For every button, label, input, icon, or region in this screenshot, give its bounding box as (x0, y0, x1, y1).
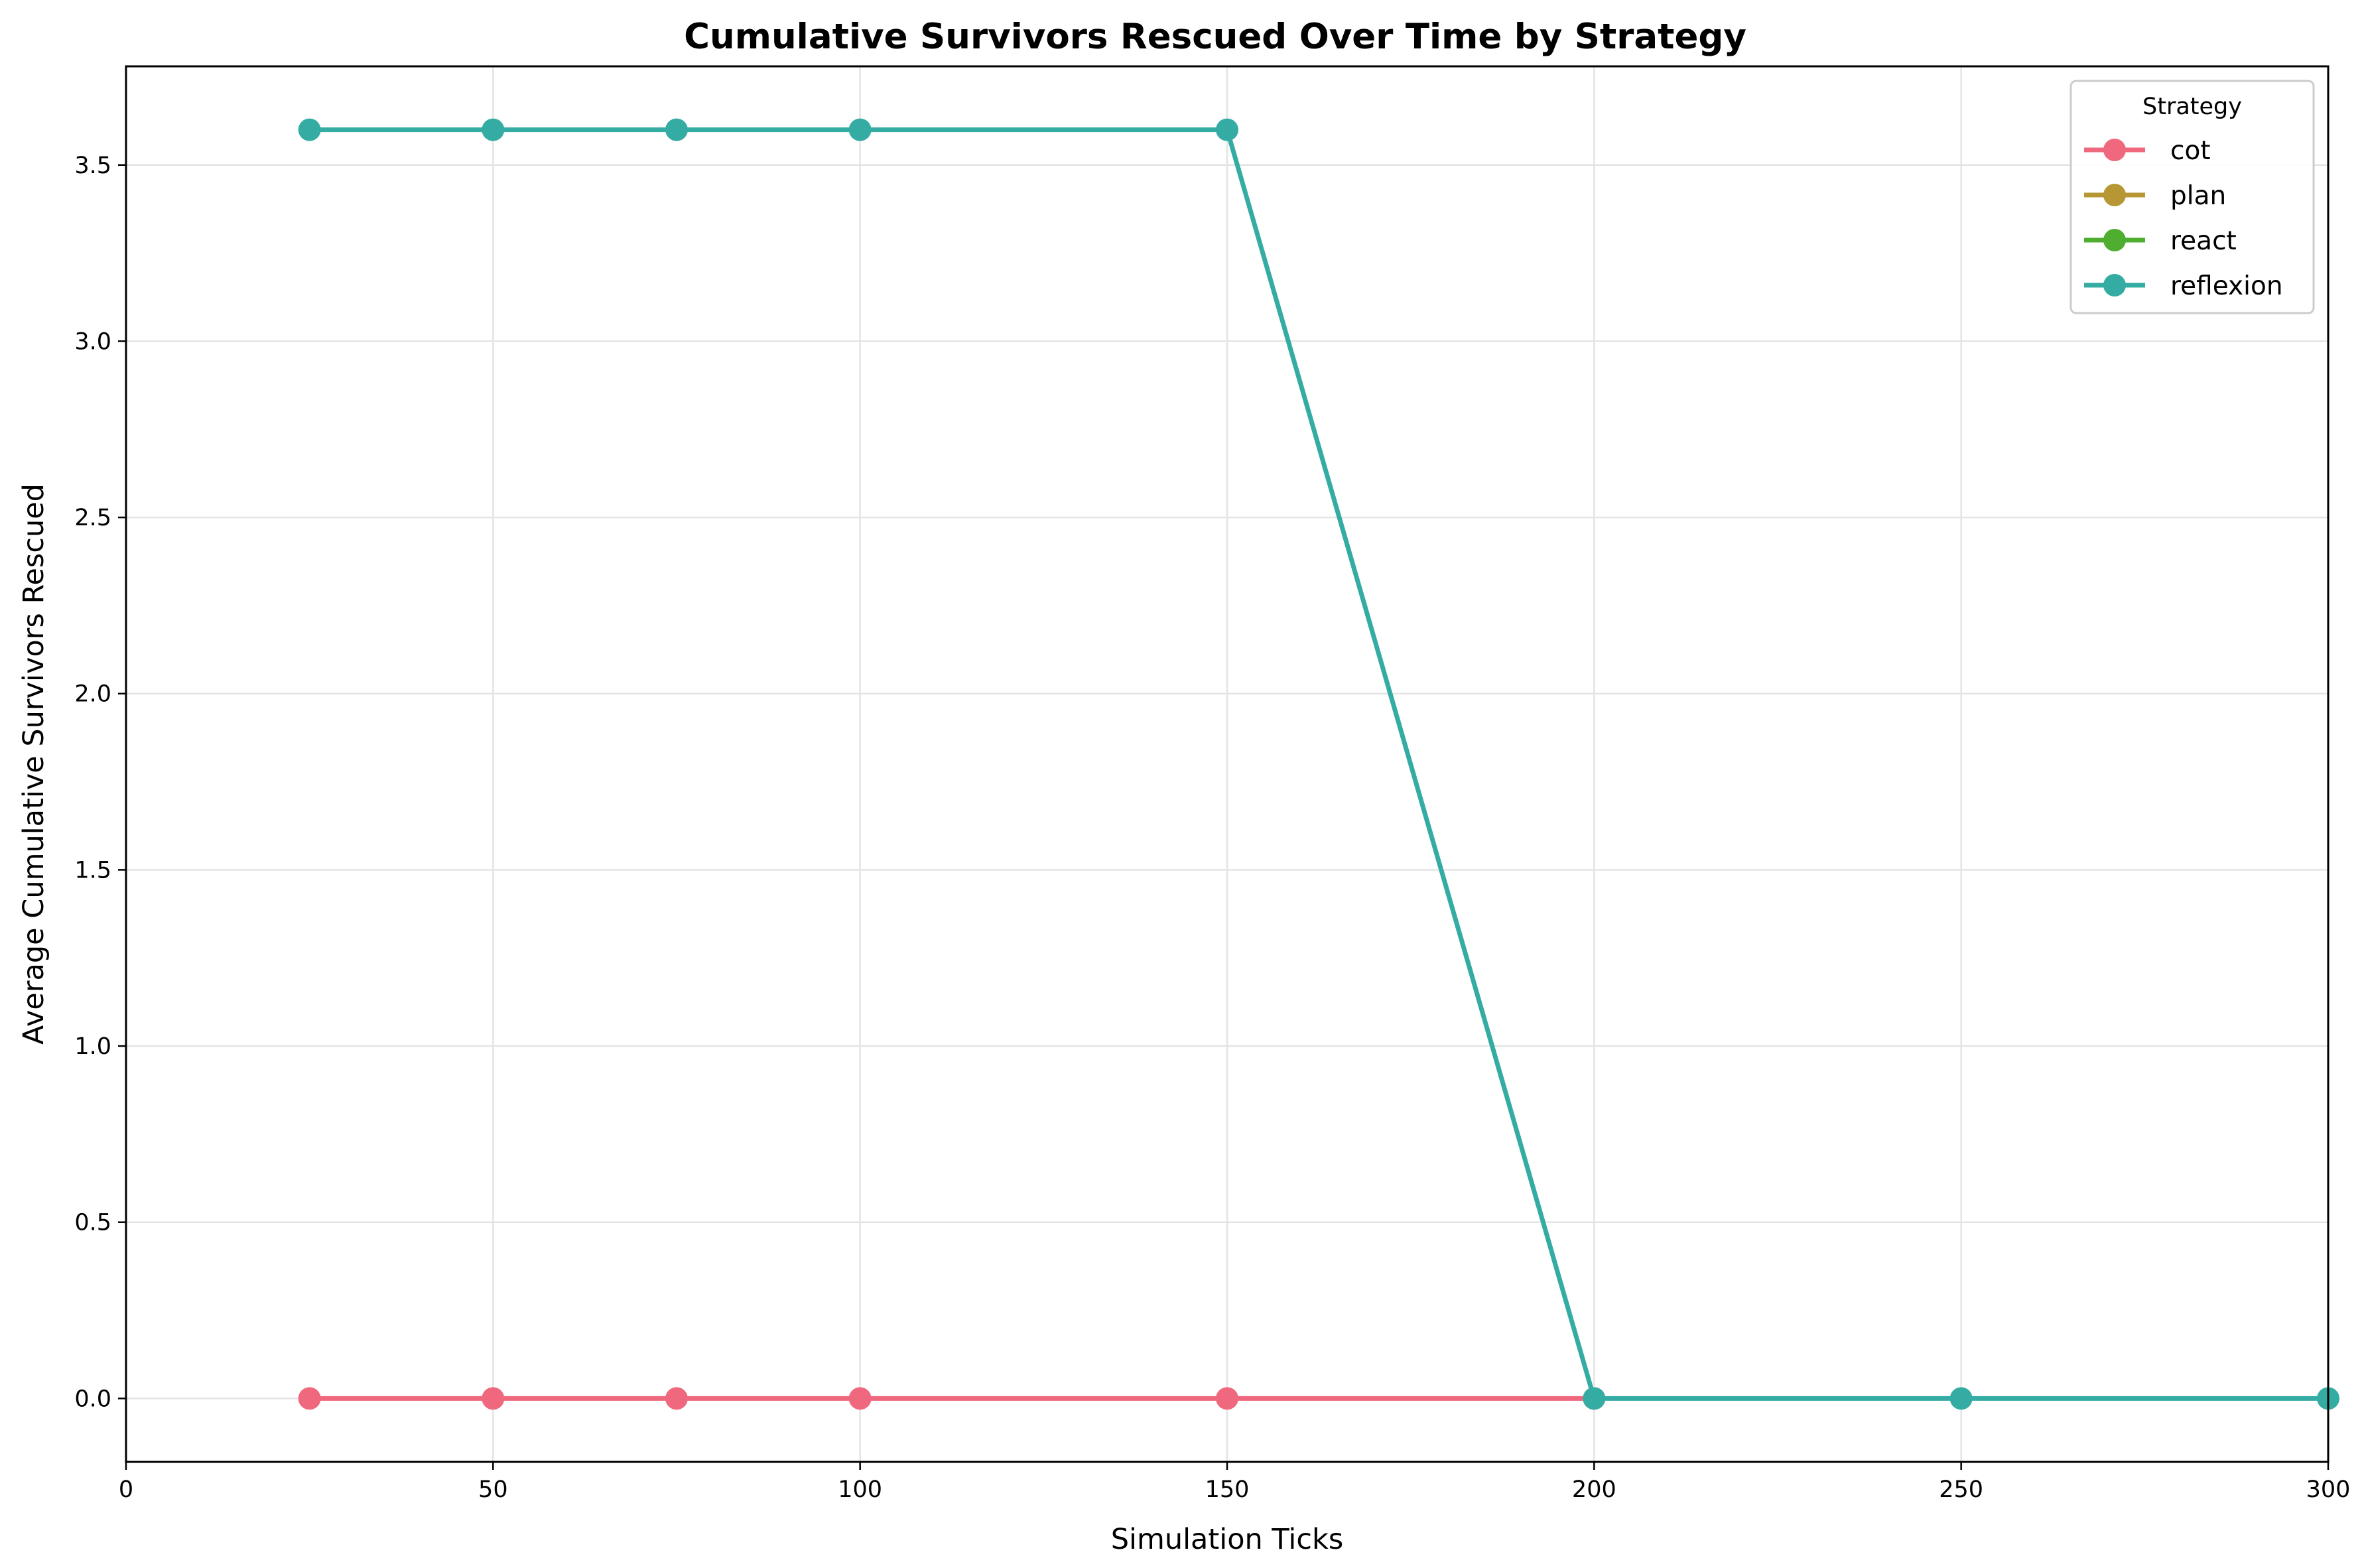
y-tick-label: 3.5 (74, 153, 111, 179)
legend: Strategy cot plan react reflexion (2069, 80, 2315, 314)
legend-swatch-marker (2103, 274, 2126, 296)
legend-label: cot (2170, 136, 2211, 166)
data-point-cot (848, 1387, 872, 1410)
x-tick-label: 200 (1572, 1476, 1616, 1503)
legend-label: reflexion (2170, 271, 2283, 301)
data-point-cot (298, 1387, 321, 1410)
data-point-cot (482, 1387, 505, 1410)
data-point-cot (1216, 1387, 1238, 1410)
y-tick-label: 1.0 (74, 1033, 111, 1060)
x-tick-label: 250 (1939, 1476, 1983, 1503)
legend-label: plan (2170, 181, 2226, 211)
data-point-reflexion (1583, 1387, 1606, 1410)
y-tick-label: 2.0 (74, 681, 111, 708)
x-tick-label: 100 (838, 1476, 882, 1503)
legend-swatch-marker (2103, 184, 2126, 206)
legend-title: Strategy (2142, 94, 2242, 120)
legend-item-reflexion: reflexion (2084, 271, 2283, 301)
legend-item-plan: plan (2084, 181, 2226, 211)
y-tick-label: 0.0 (74, 1386, 111, 1412)
y-tick-label: 3.0 (74, 328, 111, 355)
legend-item-cot: cot (2084, 136, 2211, 166)
legend-item-react: react (2084, 226, 2237, 256)
x-tick-label: 300 (2306, 1476, 2351, 1503)
legend-swatch-marker (2103, 229, 2126, 251)
data-point-reflexion (298, 118, 321, 141)
y-tick-label: 0.5 (74, 1210, 111, 1236)
x-axis: 0 50 100 150 200 250 300 (119, 1462, 2351, 1503)
data-point-reflexion (665, 118, 688, 141)
data-point-reflexion (848, 118, 872, 141)
legend-label: react (2170, 226, 2237, 256)
y-axis: 0.0 0.5 1.0 1.5 2.0 2.5 3.0 3.5 (74, 153, 126, 1412)
x-tick-label: 50 (478, 1476, 508, 1503)
data-point-reflexion (1216, 118, 1238, 141)
data-point-cot (665, 1387, 688, 1410)
y-axis-label: Average Cumulative Survivors Rescued (17, 484, 50, 1045)
legend-swatch-marker (2103, 139, 2126, 161)
data-point-reflexion (1949, 1387, 1973, 1410)
y-tick-label: 1.5 (74, 857, 111, 883)
grid-lines (125, 66, 2330, 1462)
y-tick-label: 2.5 (74, 505, 111, 531)
x-tick-label: 150 (1205, 1476, 1250, 1503)
x-tick-label: 0 (119, 1476, 133, 1503)
series-line-reflexion (309, 127, 2328, 1401)
chart-title: Cumulative Survivors Rescued Over Time b… (684, 17, 1746, 57)
data-point-reflexion (482, 118, 505, 141)
legend-box (2069, 80, 2315, 314)
x-axis-label: Simulation Ticks (1111, 1523, 1344, 1556)
